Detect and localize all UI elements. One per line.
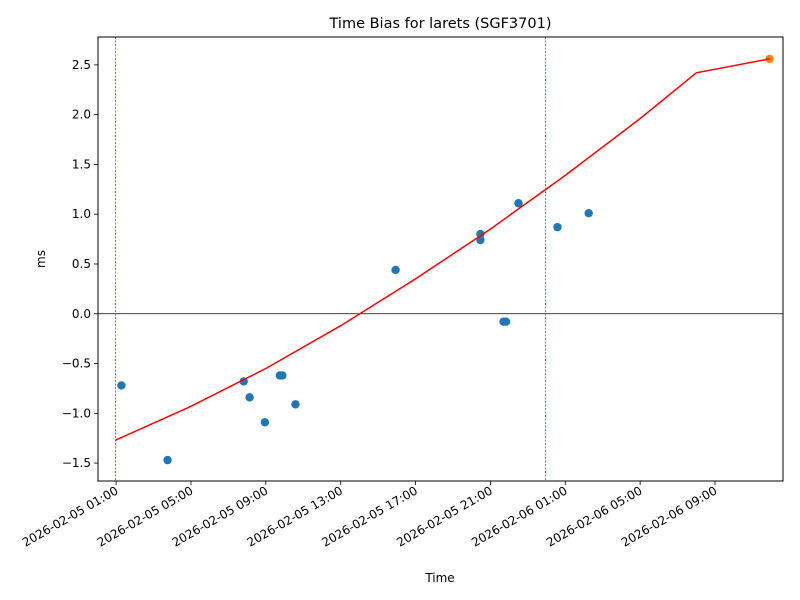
data-point-0-6 [278,371,287,380]
y-axis-label: ms [34,250,48,268]
y-tick-label-6: 1.5 [72,157,91,171]
data-point-0-8 [391,265,400,275]
y-tick-label-3: 0.0 [72,307,91,321]
chart-title: Time Bias for larets (SGF3701) [329,16,552,32]
y-tick-label-0: −1.5 [62,456,91,470]
plot-area [98,37,783,481]
axes-frame [97,36,784,482]
data-point-0-12 [501,317,511,326]
y-tick-label-8: 2.5 [72,58,91,72]
y-tick-label-7: 2.0 [72,108,91,122]
data-point-0-0 [117,381,126,390]
data-point-0-13 [514,199,523,208]
data-point-0-7 [291,400,300,409]
y-tick-label-2: −0.5 [62,357,91,371]
y-axis: −1.5 −1.0 −0.5 0.0 0.5 1.0 1.5 2.0 2.5 [62,58,98,470]
y-tick-label-5: 1.0 [72,207,91,221]
y-tick-label-1: −1.0 [62,406,91,420]
data-point-0-15 [584,209,593,218]
y-tick-label-4: 0.5 [72,257,91,271]
data-point-0-1 [163,455,172,465]
data-point-0-9 [476,229,485,239]
x-axis-label: Time [424,571,454,585]
data-point-0-3 [245,393,254,402]
data-point-0-4 [260,418,270,427]
fit-curve [115,58,770,441]
data-point-0-14 [553,222,562,232]
